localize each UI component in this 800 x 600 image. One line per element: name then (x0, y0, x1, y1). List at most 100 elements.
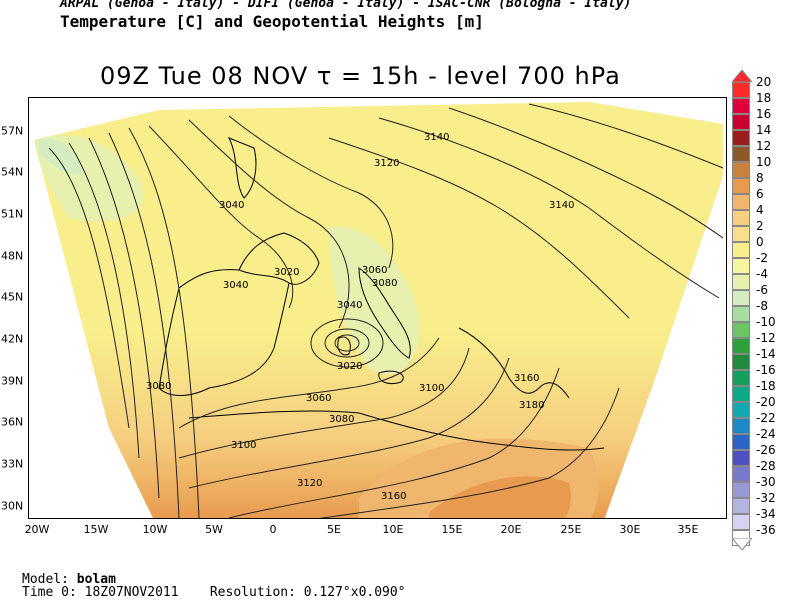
legend-label: -2 (756, 251, 768, 265)
legend-label: 2 (756, 219, 764, 233)
legend-swatch (732, 434, 750, 450)
legend-label: 4 (756, 203, 764, 217)
legend-label: 20 (756, 75, 772, 89)
geopotential-contours (48, 103, 724, 518)
svg-text:3060: 3060 (306, 393, 331, 404)
legend-swatch (732, 98, 750, 114)
legend-label: 8 (756, 171, 764, 185)
legend-swatch (732, 402, 750, 418)
legend-label: 6 (756, 187, 764, 201)
lon-label: 25E (560, 523, 582, 536)
legend-swatch (732, 178, 750, 194)
credits-line: ARPAL (Genoa - Italy) - DIFI (Genoa - It… (60, 0, 632, 11)
legend-swatch (732, 482, 750, 498)
legend-swatch (732, 354, 750, 370)
legend-label: -16 (756, 363, 776, 377)
legend-label: -8 (756, 299, 768, 313)
legend-swatch (732, 82, 750, 98)
lon-label: 15W (83, 523, 109, 536)
lat-label: 45N (1, 290, 24, 304)
cold-region-core (39, 138, 84, 175)
legend-swatch (732, 162, 750, 178)
svg-text:3080: 3080 (372, 278, 397, 289)
legend-swatch (732, 306, 750, 322)
legend-swatch (732, 146, 750, 162)
legend-swatch (732, 114, 750, 130)
lon-label: 0 (269, 523, 277, 536)
legend-label: -6 (756, 283, 768, 297)
svg-text:3100: 3100 (419, 383, 444, 394)
svg-text:3120: 3120 (374, 158, 399, 169)
map-canvas: 3140 3120 3140 3040 3020 3060 3080 3040 … (34, 102, 724, 518)
svg-text:3160: 3160 (381, 491, 406, 502)
lon-label: 5W (205, 523, 223, 536)
legend-swatch (732, 386, 750, 402)
svg-text:3140: 3140 (549, 200, 574, 211)
legend-label: 0 (756, 235, 764, 249)
legend-swatch (732, 226, 750, 242)
lat-label: 42N (1, 332, 24, 346)
lat-label: 39N (1, 374, 24, 388)
legend-label: -30 (756, 475, 776, 489)
legend-label: -28 (756, 459, 776, 473)
contour-labels: 3140 3120 3140 3040 3020 3060 3080 3040 … (146, 132, 574, 502)
lon-label: 20W (24, 523, 50, 536)
lat-label: 54N (1, 165, 24, 179)
legend-label: -34 (756, 507, 776, 521)
legend-swatch (732, 274, 750, 290)
legend-label: -4 (756, 267, 768, 281)
legend-bottom-arrow (732, 538, 752, 550)
forecast-map: 3140 3120 3140 3040 3020 3060 3080 3040 … (28, 97, 727, 519)
svg-text:3080: 3080 (146, 381, 171, 392)
lon-label: 10W (142, 523, 168, 536)
legend-swatch (732, 290, 750, 306)
cold-region-italy (329, 226, 420, 375)
legend-swatch (732, 466, 750, 482)
legend-swatch (732, 242, 750, 258)
legend-swatch (732, 514, 750, 530)
map-subtitle: 09Z Tue 08 NOV τ = 15h - level 700 hPa (100, 62, 621, 90)
svg-text:3160: 3160 (514, 373, 539, 384)
svg-text:3040: 3040 (337, 300, 362, 311)
svg-text:3140: 3140 (424, 132, 449, 143)
legend-label: -22 (756, 411, 776, 425)
lat-label: 57N (1, 124, 24, 138)
resolution-value: 0.127°x0.090° (303, 585, 406, 600)
footer-time: Time 0: 18Z07NOV2011 Resolution: 0.127°x… (22, 585, 406, 600)
lat-label: 30N (1, 499, 24, 513)
svg-text:3060: 3060 (362, 265, 387, 276)
legend-label: -20 (756, 395, 776, 409)
lon-label: 10E (382, 523, 404, 536)
legend-swatch (732, 370, 750, 386)
legend-swatch (732, 258, 750, 274)
legend-label: 12 (756, 139, 772, 153)
model-label: Model: (22, 572, 69, 587)
legend-label: 14 (756, 123, 772, 137)
legend-swatch (732, 418, 750, 434)
lon-label: 30E (619, 523, 641, 536)
legend-swatch (732, 498, 750, 514)
time0-label: Time 0: (22, 585, 77, 600)
model-name: bolam (76, 572, 116, 587)
legend-label: 16 (756, 107, 772, 121)
resolution-label: Resolution: (209, 585, 296, 600)
svg-text:3100: 3100 (231, 440, 256, 451)
legend-swatch (732, 210, 750, 226)
legend-label: 10 (756, 155, 772, 169)
lat-label: 51N (1, 207, 24, 221)
legend-swatch (732, 130, 750, 146)
legend-label: -32 (756, 491, 776, 505)
lon-label: 35E (677, 523, 699, 536)
lat-label: 48N (1, 249, 24, 263)
legend-swatch (732, 322, 750, 338)
svg-text:3080: 3080 (329, 414, 354, 425)
svg-text:3020: 3020 (274, 267, 299, 278)
legend-label: -18 (756, 379, 776, 393)
legend-swatch (732, 450, 750, 466)
legend-top-arrow (732, 70, 752, 82)
lon-label: 20E (500, 523, 522, 536)
svg-text:3040: 3040 (219, 200, 244, 211)
lat-label: 33N (1, 457, 24, 471)
legend-swatch (732, 194, 750, 210)
footer-model: Model: bolam (22, 572, 116, 587)
